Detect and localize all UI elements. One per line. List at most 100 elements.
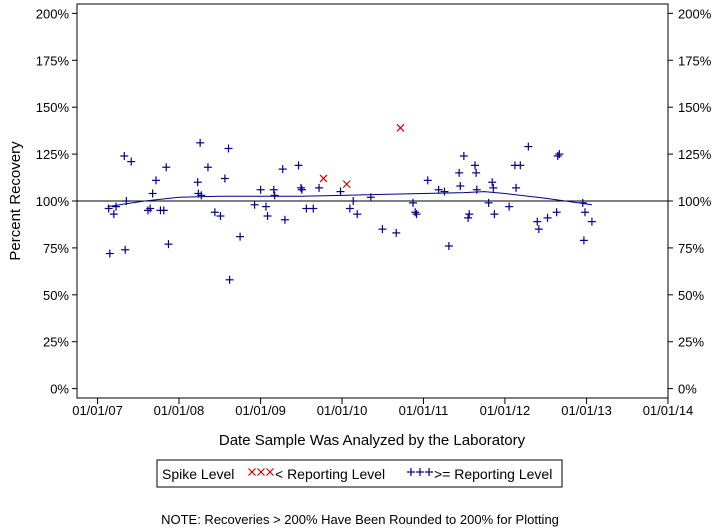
data-point-at-or-above-reporting bbox=[256, 185, 265, 194]
data-point-at-or-above-reporting bbox=[159, 206, 168, 215]
y-axis-left: 0% 25% 50% 75% 100% 125% 150% 175% 200% bbox=[36, 6, 77, 397]
y-tick-label-right: 175% bbox=[678, 53, 712, 68]
data-point-at-or-above-reporting bbox=[408, 198, 417, 207]
x-tick-label: 01/01/13 bbox=[561, 403, 612, 418]
data-point-at-or-above-reporting bbox=[440, 187, 449, 196]
data-point-at-or-above-reporting bbox=[216, 212, 225, 221]
data-point-at-or-above-reporting bbox=[581, 208, 590, 217]
data-point-at-or-above-reporting bbox=[210, 208, 219, 217]
legend-plus-marker bbox=[416, 468, 424, 476]
data-point-at-or-above-reporting bbox=[121, 245, 130, 254]
data-point-at-or-above-reporting bbox=[196, 138, 205, 147]
data-point-at-or-above-reporting bbox=[456, 181, 465, 190]
y-tick-label-left: 25% bbox=[43, 335, 69, 350]
data-point-at-or-above-reporting bbox=[122, 197, 131, 205]
data-point-at-or-above-reporting bbox=[349, 197, 358, 205]
data-point-at-or-above-reporting bbox=[455, 168, 464, 177]
data-point-at-or-above-reporting bbox=[412, 210, 421, 219]
x-tick-label: 01/01/12 bbox=[480, 403, 531, 418]
data-point-at-or-above-reporting bbox=[471, 161, 480, 170]
data-point-at-or-above-reporting bbox=[278, 165, 287, 174]
data-point-at-or-above-reporting bbox=[164, 240, 173, 249]
y-axis-right: 0% 25% 50% 75% 100% 125% 150% 175% 200% bbox=[668, 6, 712, 397]
legend-marker-below-reporting bbox=[248, 468, 274, 476]
data-point-at-or-above-reporting bbox=[543, 213, 552, 222]
data-point-at-or-above-reporting bbox=[524, 142, 533, 151]
x-tick-label: 01/01/08 bbox=[154, 403, 205, 418]
y-tick-label-left: 0% bbox=[50, 382, 69, 397]
y-tick-label-left: 200% bbox=[36, 6, 70, 21]
data-point-at-or-above-reporting bbox=[512, 183, 521, 192]
legend-label-at-or-above-reporting: >= Reporting Level bbox=[434, 466, 552, 482]
data-point-at-or-above-reporting bbox=[392, 228, 401, 237]
data-point-at-or-above-reporting bbox=[555, 150, 564, 159]
x-stroke-b bbox=[266, 468, 274, 476]
y-tick-label-left: 100% bbox=[36, 194, 70, 209]
trend-line bbox=[107, 191, 592, 208]
x-tick-label: 01/01/07 bbox=[72, 403, 123, 418]
x-stroke-b bbox=[257, 468, 265, 476]
data-point-at-or-above-reporting bbox=[236, 232, 245, 241]
data-point-at-or-above-reporting bbox=[552, 208, 561, 217]
data-point-at-or-above-reporting bbox=[336, 187, 345, 196]
data-point-at-or-above-reporting bbox=[120, 151, 129, 160]
legend-box bbox=[156, 459, 563, 488]
y-tick-label-right: 200% bbox=[678, 6, 712, 21]
y-tick-label-left: 150% bbox=[36, 100, 70, 115]
x-axis: 01/01/07 01/01/08 01/01/09 01/01/10 01/01/11… bbox=[72, 398, 693, 418]
y-tick-label-left: 50% bbox=[43, 288, 69, 303]
data-point-at-or-above-reporting bbox=[296, 183, 305, 192]
data-point-at-or-above-reporting bbox=[309, 204, 318, 213]
legend-x-marker bbox=[257, 468, 265, 476]
data-point-at-or-above-reporting bbox=[294, 161, 303, 170]
y-tick-label-right: 100% bbox=[678, 194, 712, 209]
data-point-at-or-above-reporting bbox=[270, 191, 279, 200]
data-points bbox=[104, 123, 596, 284]
x-tick-label: 01/01/09 bbox=[235, 403, 286, 418]
data-point-at-or-above-reporting bbox=[533, 217, 542, 226]
data-point-at-or-above-reporting bbox=[465, 210, 474, 219]
data-point-at-or-above-reporting bbox=[269, 185, 278, 194]
y-axis-title: Percent Recovery bbox=[7, 141, 24, 261]
data-point-at-or-above-reporting bbox=[423, 176, 432, 185]
data-point-at-or-above-reporting bbox=[146, 204, 155, 213]
data-point-at-or-above-reporting bbox=[505, 202, 514, 211]
legend: Spike Level < Reporting Level >= Reporti… bbox=[156, 459, 563, 488]
data-point-at-or-above-reporting bbox=[516, 161, 525, 170]
data-point-at-or-above-reporting bbox=[488, 178, 497, 187]
data-point-below-reporting bbox=[396, 123, 405, 132]
data-point-at-or-above-reporting bbox=[127, 157, 136, 166]
data-point-at-or-above-reporting bbox=[203, 163, 212, 172]
data-point-at-or-above-reporting bbox=[378, 225, 387, 234]
x-tick-label: 01/01/11 bbox=[399, 403, 449, 418]
data-point-at-or-above-reporting bbox=[148, 189, 157, 198]
data-point-at-or-above-reporting bbox=[220, 174, 229, 183]
data-point-at-or-above-reporting bbox=[250, 200, 259, 209]
data-point-at-or-above-reporting bbox=[553, 151, 562, 160]
y-tick-label-right: 150% bbox=[678, 100, 712, 115]
data-point-at-or-above-reporting bbox=[193, 178, 202, 187]
data-point-at-or-above-reporting bbox=[302, 204, 311, 213]
y-tick-label-right: 75% bbox=[678, 241, 704, 256]
data-point-at-or-above-reporting bbox=[261, 202, 270, 211]
data-point-at-or-above-reporting bbox=[109, 210, 118, 219]
data-point-at-or-above-reporting bbox=[579, 236, 588, 245]
y-tick-label-left: 125% bbox=[36, 147, 70, 162]
data-point-at-or-above-reporting bbox=[197, 191, 206, 200]
y-tick-label-right: 25% bbox=[678, 335, 704, 350]
data-point-at-or-above-reporting bbox=[484, 198, 493, 207]
data-point-at-or-above-reporting bbox=[224, 144, 233, 153]
data-point-at-or-above-reporting bbox=[225, 275, 234, 284]
data-point-at-or-above-reporting bbox=[105, 249, 114, 258]
data-point-at-or-above-reporting bbox=[534, 225, 543, 234]
data-point-at-or-above-reporting bbox=[151, 176, 160, 185]
data-point-below-reporting bbox=[342, 180, 351, 189]
data-point-at-or-above-reporting bbox=[472, 168, 481, 177]
x-stroke-b bbox=[248, 468, 256, 476]
y-tick-label-left: 175% bbox=[36, 53, 70, 68]
data-point-at-or-above-reporting bbox=[112, 202, 121, 211]
data-point-at-or-above-reporting bbox=[104, 204, 113, 213]
y-tick-label-right: 125% bbox=[678, 147, 712, 162]
data-point-at-or-above-reporting bbox=[297, 185, 306, 194]
data-point-at-or-above-reporting bbox=[280, 215, 289, 224]
